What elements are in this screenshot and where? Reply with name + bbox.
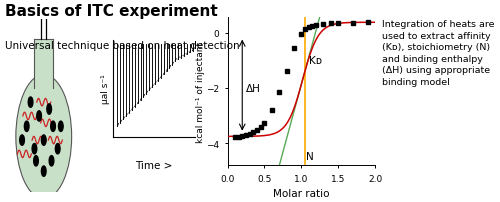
Circle shape (28, 97, 33, 108)
Circle shape (49, 156, 54, 166)
Circle shape (24, 121, 29, 132)
Text: Basics of ITC experiment: Basics of ITC experiment (5, 4, 218, 19)
Text: Time >: Time > (135, 160, 172, 170)
Circle shape (20, 135, 24, 145)
Circle shape (50, 121, 56, 132)
Circle shape (47, 104, 52, 115)
Circle shape (37, 111, 42, 121)
Text: Kᴅ: Kᴅ (308, 56, 322, 66)
Circle shape (58, 121, 63, 132)
Circle shape (42, 166, 46, 177)
Circle shape (34, 156, 38, 166)
Circle shape (56, 144, 60, 154)
Circle shape (32, 144, 37, 154)
Y-axis label: μal s⁻¹: μal s⁻¹ (100, 74, 110, 104)
Text: Integration of heats are
used to extract affinity
(Kᴅ), stoichiometry (N)
and bi: Integration of heats are used to extract… (382, 20, 495, 86)
Text: N: N (306, 151, 314, 161)
Circle shape (42, 135, 46, 145)
Text: Universal technique based on heat detection: Universal technique based on heat detect… (5, 40, 240, 50)
Circle shape (16, 75, 72, 199)
X-axis label: Molar ratio: Molar ratio (273, 188, 330, 198)
FancyBboxPatch shape (34, 41, 54, 89)
Y-axis label: kcal mol⁻¹ of injectant: kcal mol⁻¹ of injectant (196, 42, 204, 142)
Text: ΔH: ΔH (246, 83, 261, 94)
